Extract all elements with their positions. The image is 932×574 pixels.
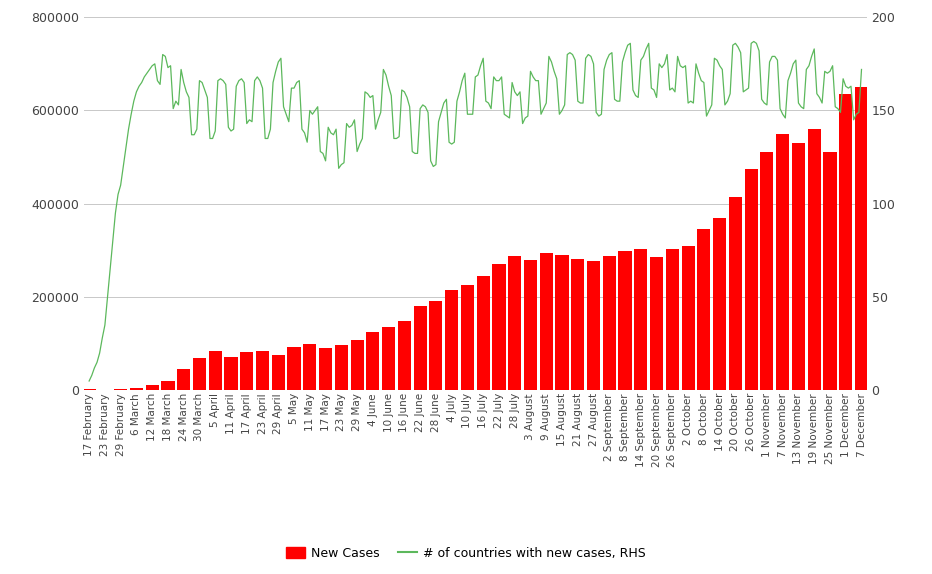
Bar bbox=[319, 348, 332, 390]
Bar bbox=[161, 381, 174, 390]
Bar bbox=[366, 332, 379, 390]
Bar bbox=[792, 143, 805, 390]
Bar bbox=[508, 256, 521, 390]
Bar bbox=[587, 261, 600, 390]
Bar bbox=[145, 385, 158, 390]
Bar bbox=[414, 307, 427, 390]
Bar bbox=[697, 230, 710, 390]
Bar bbox=[256, 351, 269, 390]
Bar bbox=[524, 259, 537, 390]
Bar bbox=[177, 369, 190, 390]
Bar bbox=[603, 256, 616, 390]
Bar bbox=[398, 321, 411, 390]
Bar bbox=[650, 257, 664, 390]
Bar bbox=[209, 351, 222, 390]
Bar bbox=[839, 94, 852, 390]
Bar bbox=[476, 276, 490, 390]
Bar bbox=[193, 358, 206, 390]
Bar bbox=[713, 218, 726, 390]
Bar bbox=[619, 251, 632, 390]
Bar bbox=[350, 340, 363, 390]
Bar bbox=[761, 153, 774, 390]
Bar bbox=[130, 388, 143, 390]
Bar bbox=[287, 347, 301, 390]
Bar bbox=[776, 134, 789, 390]
Bar bbox=[445, 290, 459, 390]
Bar bbox=[540, 253, 553, 390]
Bar bbox=[855, 87, 868, 390]
Bar bbox=[681, 246, 694, 390]
Bar bbox=[665, 250, 678, 390]
Bar bbox=[492, 265, 505, 390]
Bar bbox=[808, 129, 821, 390]
Bar bbox=[225, 356, 238, 390]
Bar bbox=[272, 355, 285, 390]
Bar bbox=[571, 259, 584, 390]
Bar bbox=[823, 153, 837, 390]
Bar bbox=[303, 344, 316, 390]
Bar bbox=[555, 255, 569, 390]
Bar bbox=[460, 285, 474, 390]
Bar bbox=[114, 389, 128, 390]
Bar bbox=[240, 352, 254, 390]
Bar bbox=[635, 250, 648, 390]
Bar bbox=[729, 197, 742, 390]
Bar bbox=[335, 344, 348, 390]
Bar bbox=[83, 389, 96, 390]
Legend: New Cases, # of countries with new cases, RHS: New Cases, # of countries with new cases… bbox=[281, 542, 651, 565]
Bar bbox=[382, 327, 395, 390]
Bar bbox=[430, 301, 443, 390]
Bar bbox=[745, 169, 758, 390]
